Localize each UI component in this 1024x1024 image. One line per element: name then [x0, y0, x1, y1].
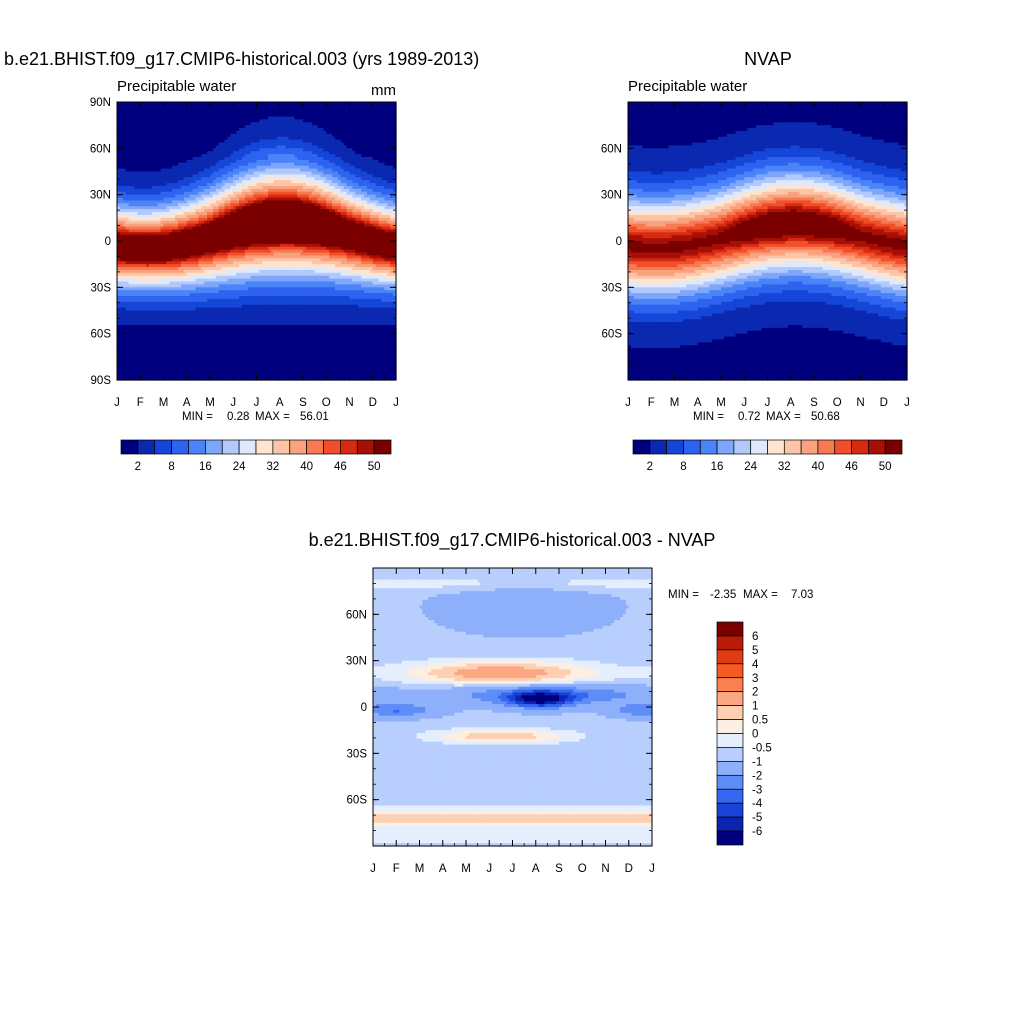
panel-model-subtitle: Precipitable water: [117, 78, 236, 95]
panel-model: b.e21.BHIST.f09_g17.CMIP6-historical.003…: [4, 49, 479, 473]
panel-model-units: mm: [371, 82, 396, 99]
panel-model-contour-field: [117, 102, 397, 381]
panel-model-title: b.e21.BHIST.f09_g17.CMIP6-historical.003…: [4, 49, 479, 70]
